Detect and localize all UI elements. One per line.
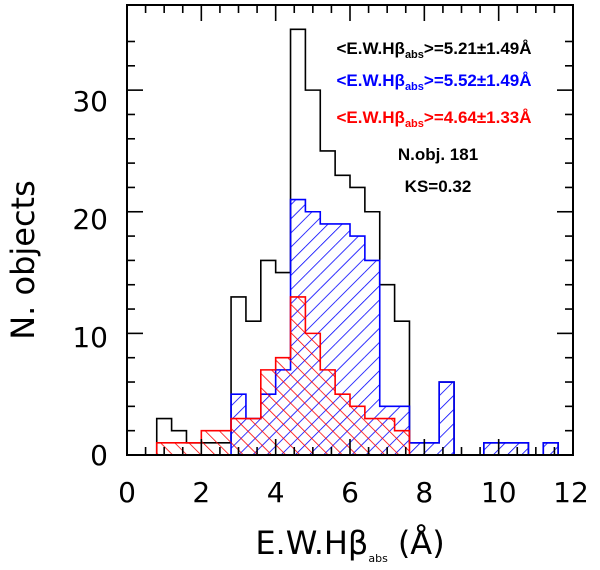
- x-tick-label: 0: [118, 476, 136, 509]
- bar-red: [231, 418, 246, 455]
- mean-ew-all-pre: <E.W.Hβ: [336, 39, 404, 58]
- y-tick-label: 0: [90, 439, 108, 472]
- x-axis-title-main: E.W.Hβ: [255, 524, 368, 562]
- bar-red: [290, 296, 306, 455]
- x-tick-label: 12: [553, 476, 589, 509]
- bar-blue: [543, 442, 559, 455]
- bar-red: [320, 369, 336, 455]
- bar-red: [201, 430, 217, 455]
- histogram-series: [155, 28, 559, 455]
- mean-ew-all-sub: abs: [405, 49, 424, 61]
- bar-red: [335, 394, 350, 455]
- y-tick-label: 20: [72, 203, 108, 236]
- mean-ew-all-post: >=5.21±1.49Å: [424, 39, 532, 58]
- x-tick-label: 6: [341, 476, 359, 509]
- x-tick-label: 10: [481, 476, 517, 509]
- mean-ew-red-post: >=4.64±1.33Å: [424, 108, 532, 127]
- bar-red: [275, 357, 291, 455]
- bar-red: [379, 418, 395, 455]
- mean-ew-blue: <E.W.Hβabs>=5.52±1.49Å: [336, 71, 531, 93]
- bar-red: [216, 430, 232, 455]
- x-tick-label: 8: [415, 476, 433, 509]
- bar-blue: [483, 442, 499, 455]
- y-axis-title: N. objects: [4, 180, 42, 340]
- mean-ew-blue-pre: <E.W.Hβ: [336, 71, 404, 90]
- bar-blue: [513, 442, 529, 455]
- bar-blue: [409, 442, 425, 455]
- x-tick-label: 4: [267, 476, 285, 509]
- y-tick-label: 10: [72, 321, 108, 354]
- outline-red: [155, 296, 411, 455]
- x-axis-title-unit: (Å): [398, 524, 445, 562]
- bar-red: [364, 418, 380, 455]
- mean-ew-blue-sub: abs: [405, 81, 424, 93]
- mean-ew-all: <E.W.Hβabs>=5.21±1.49Å: [336, 39, 531, 61]
- mean-ew-red-pre: <E.W.Hβ: [336, 108, 404, 127]
- mean-ew-red: <E.W.Hβabs>=4.64±1.33Å: [336, 108, 531, 130]
- plot-frame: [126, 4, 574, 456]
- bar-blue: [364, 260, 380, 455]
- bar-red: [350, 406, 365, 455]
- y-tick-label: 30: [72, 85, 108, 118]
- bar-red: [171, 442, 187, 455]
- bar-blue: [424, 442, 440, 455]
- x-axis-title-sub: abs: [368, 552, 388, 565]
- bar-red: [245, 418, 261, 455]
- axis-ticks: [126, 5, 574, 456]
- annotation-block: <E.W.Hβabs>=5.21±1.49Å <E.W.Hβabs>=5.52±…: [336, 39, 531, 196]
- bar-red: [186, 442, 202, 455]
- mean-ew-red-sub: abs: [405, 118, 424, 130]
- mean-ew-blue-post: >=5.52±1.49Å: [424, 71, 532, 90]
- bar-red: [305, 333, 321, 455]
- object-count: N.obj. 181: [398, 145, 478, 164]
- bar-blue: [350, 236, 365, 455]
- x-tick-label: 2: [192, 476, 210, 509]
- x-tick-labels: 0 2 4 6 8 10 12: [118, 476, 589, 509]
- x-axis-title: E.W.Hβabs (Å): [255, 524, 444, 565]
- y-tick-labels: 0 10 20 30: [72, 85, 108, 472]
- bar-red: [394, 430, 410, 455]
- bar-blue: [439, 382, 455, 455]
- ks-statistic: KS=0.32: [405, 177, 472, 196]
- bar-red: [260, 369, 276, 455]
- bar-blue: [498, 442, 514, 455]
